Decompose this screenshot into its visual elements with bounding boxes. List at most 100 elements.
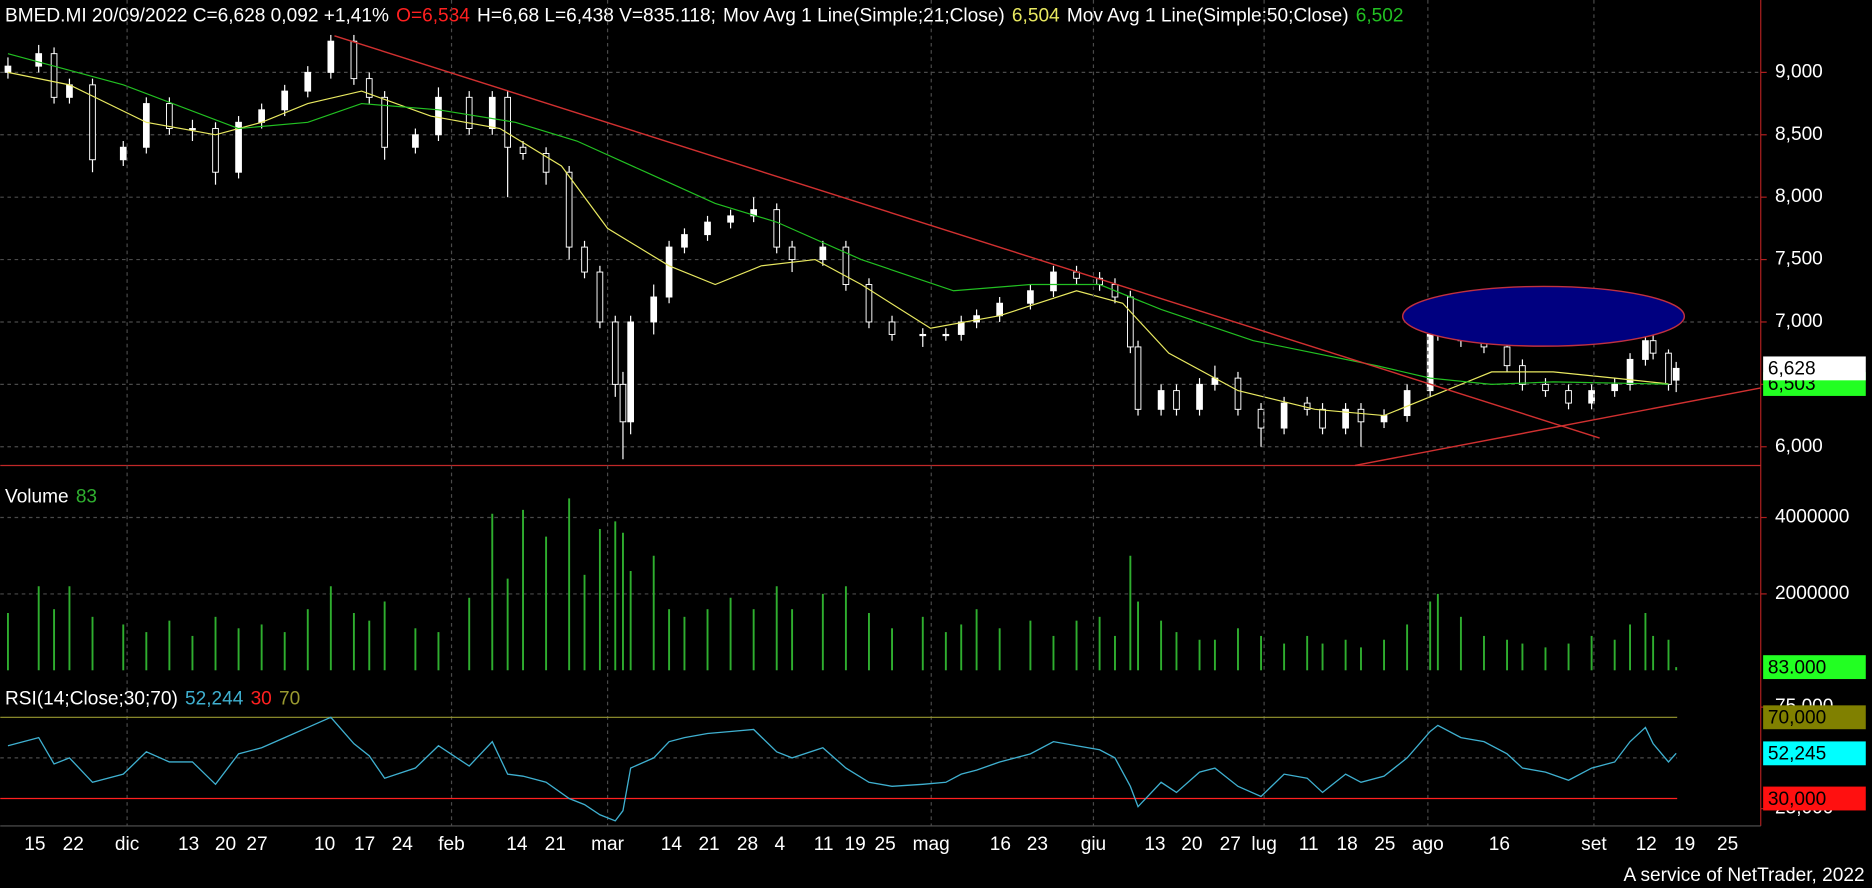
moving-average — [7, 71, 1669, 417]
candle-body — [611, 321, 619, 385]
y-tick-label: 7,500 — [1775, 249, 1823, 270]
x-tick-label: 21 — [698, 834, 719, 855]
x-tick-label: 25 — [874, 834, 895, 855]
candle-body — [619, 383, 627, 423]
candle-body — [304, 71, 312, 92]
x-tick-label: 28 — [737, 834, 758, 855]
header-text: 52,244 — [185, 688, 244, 709]
candle-body — [435, 96, 442, 136]
candle-body — [773, 209, 781, 248]
candle-body — [727, 215, 734, 223]
candle-body — [1649, 340, 1657, 354]
candle-body — [819, 246, 827, 261]
candle-body — [1380, 415, 1388, 423]
candle-body — [89, 84, 96, 161]
x-tick-label: ago — [1412, 834, 1444, 855]
candle-body — [1626, 358, 1634, 385]
candle-body — [565, 171, 573, 248]
header-text: 30 — [251, 688, 272, 709]
x-tick-label: giu — [1081, 834, 1106, 855]
candle-body — [1196, 383, 1203, 410]
candle-body — [996, 302, 1004, 317]
x-tick-label: 12 — [1636, 834, 1657, 855]
x-tick-label: 11 — [1299, 834, 1319, 855]
candle-body — [350, 40, 358, 80]
candle-body — [1173, 390, 1180, 410]
value-marker — [1763, 356, 1866, 381]
candle-body — [365, 78, 373, 98]
candle-body — [596, 271, 604, 323]
candle-body — [66, 84, 73, 98]
x-tick-label: mar — [591, 834, 625, 855]
candle-body — [166, 103, 173, 130]
x-tick-label: 13 — [1144, 834, 1165, 855]
value-marker-label: 6,628 — [1768, 359, 1816, 380]
panel-header: Volume 83 — [5, 487, 97, 508]
x-tick-label: 21 — [545, 834, 566, 855]
candle-body — [542, 153, 550, 173]
candle-body — [119, 146, 127, 161]
x-tick-label: 10 — [314, 834, 335, 855]
value-marker — [1763, 655, 1866, 680]
candle-body — [1519, 365, 1526, 385]
x-tick-label: 15 — [24, 834, 45, 855]
x-tick-label: set — [1581, 834, 1607, 855]
candle-body — [1403, 390, 1411, 417]
candle-body — [1503, 346, 1511, 367]
x-tick-label: 11 — [814, 834, 834, 855]
candle-body — [681, 234, 688, 248]
x-tick-label: 17 — [354, 834, 375, 855]
candle-body — [942, 333, 950, 337]
y-tick-label: 8,500 — [1775, 124, 1823, 145]
highlight-ellipse — [1401, 285, 1686, 347]
candle-body — [281, 90, 289, 111]
candle-body — [189, 128, 196, 131]
footer: A service of NetTrader, 2022 — [1624, 865, 1865, 886]
candle-body — [1357, 408, 1365, 423]
x-tick-label: 22 — [63, 834, 84, 855]
value-marker-label: 30,000 — [1768, 789, 1826, 810]
trend-line — [334, 35, 1600, 439]
candle-body — [1157, 390, 1165, 410]
candle-body — [919, 333, 927, 337]
value-marker — [1763, 786, 1866, 811]
candle-body — [1665, 352, 1672, 385]
trend-line — [1354, 387, 1761, 467]
header-text: 83 — [76, 487, 97, 508]
header-text: H=6,68 L=6,438 V=835.118; — [477, 6, 716, 27]
x-tick-label: 23 — [1027, 834, 1048, 855]
candle-body — [973, 315, 980, 323]
header-text: 6,504 — [1012, 6, 1060, 27]
header-text: BMED.MI 20/09/2022 C=6,628 0,092 +1,41% — [5, 6, 389, 27]
candle-body — [842, 246, 850, 286]
panel-header: RSI(14;Close;30;70) 52,244 30 70 — [5, 688, 300, 709]
x-tick-label: 27 — [246, 834, 267, 855]
x-tick-label: 27 — [1220, 834, 1241, 855]
panel-header: BMED.MI 20/09/2022 C=6,628 0,092 +1,41% O… — [5, 6, 1403, 27]
candle-body — [1542, 383, 1549, 392]
candle-body — [235, 121, 242, 173]
candle-body — [212, 128, 219, 173]
candle-body — [1280, 402, 1288, 429]
value-marker-label: 70,000 — [1768, 708, 1826, 729]
x-tick-label: 20 — [215, 834, 236, 855]
candle-body — [381, 96, 388, 148]
candle-body — [1134, 346, 1142, 410]
candle-body — [1642, 340, 1649, 360]
x-tick-label: 24 — [392, 834, 414, 855]
candle-body — [35, 53, 43, 67]
candle-body — [1342, 408, 1349, 429]
candle-body — [1257, 408, 1265, 429]
header-text: 70 — [279, 688, 300, 709]
value-marker-label: 52,245 — [1768, 744, 1826, 765]
candle-body — [1127, 296, 1134, 348]
header-text: RSI(14;Close;30;70) — [5, 688, 178, 709]
candle-body — [665, 246, 673, 298]
x-tick-label: 19 — [845, 834, 866, 855]
candle-body — [1234, 377, 1242, 410]
candle-body — [888, 321, 896, 335]
x-tick-label: mag — [913, 834, 950, 855]
y-tick-label: 4000000 — [1775, 507, 1849, 528]
